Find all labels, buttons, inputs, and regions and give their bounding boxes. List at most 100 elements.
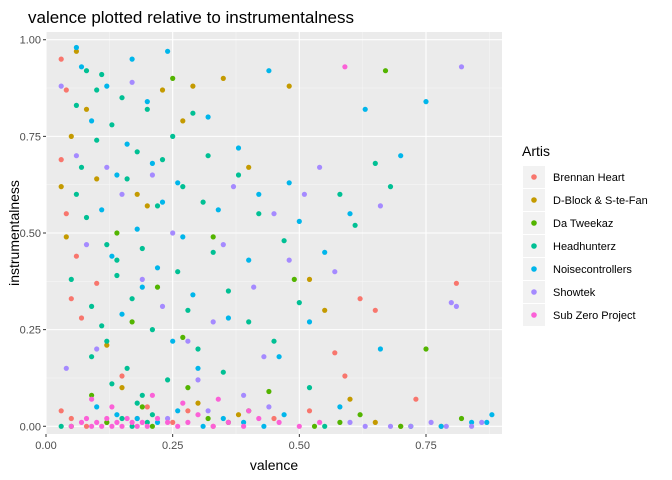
x-tick-label: 0.50 xyxy=(289,440,310,452)
data-point xyxy=(154,203,161,209)
data-point xyxy=(352,222,358,228)
legend: Artis Brennan Heart D-Block & S-te-Fan Da … xyxy=(522,143,648,326)
y-tick-label: 0.75 xyxy=(20,131,41,143)
data-point xyxy=(276,419,282,425)
data-point xyxy=(149,412,155,418)
data-point xyxy=(104,419,110,425)
data-point xyxy=(129,296,135,302)
data-point xyxy=(453,280,459,286)
data-point xyxy=(205,114,211,120)
data-point xyxy=(165,48,171,54)
data-point xyxy=(205,408,211,414)
legend-title: Artis xyxy=(522,143,550,159)
data-point xyxy=(109,253,115,259)
data-point xyxy=(185,338,191,344)
data-point xyxy=(382,68,389,74)
data-point xyxy=(322,249,328,255)
data-point xyxy=(129,423,135,429)
data-point xyxy=(357,296,363,302)
data-point xyxy=(73,153,79,159)
data-point xyxy=(78,64,85,70)
data-point xyxy=(342,64,348,70)
data-point xyxy=(149,423,155,429)
data-point xyxy=(94,280,100,286)
chart-title: valence plotted relative to instrumental… xyxy=(28,8,354,27)
data-point xyxy=(124,176,130,182)
data-point xyxy=(139,284,145,290)
data-point xyxy=(225,419,231,425)
data-point xyxy=(438,423,444,429)
data-point xyxy=(271,415,277,422)
data-points xyxy=(58,44,495,429)
data-point xyxy=(332,350,338,356)
data-point xyxy=(458,415,465,422)
data-point xyxy=(175,180,181,186)
data-point xyxy=(398,153,404,159)
data-point xyxy=(337,419,343,425)
data-point xyxy=(99,71,105,78)
data-point xyxy=(68,133,74,139)
data-point xyxy=(246,408,252,414)
data-point xyxy=(190,83,196,89)
data-point xyxy=(175,408,181,414)
data-point xyxy=(296,300,302,306)
data-point xyxy=(94,137,100,143)
legend-marker xyxy=(531,289,537,295)
data-point xyxy=(306,276,313,282)
data-point xyxy=(225,288,231,294)
data-point xyxy=(357,412,363,418)
data-point xyxy=(68,423,74,429)
data-point xyxy=(109,404,115,410)
data-point xyxy=(114,272,120,279)
data-point xyxy=(215,396,221,402)
data-point xyxy=(83,423,90,429)
data-point xyxy=(301,191,307,197)
data-point xyxy=(144,106,150,112)
data-point xyxy=(159,157,166,163)
legend-marker xyxy=(531,174,537,180)
data-point xyxy=(94,404,100,410)
data-point xyxy=(225,315,231,321)
data-point xyxy=(423,99,429,105)
data-point xyxy=(139,419,145,425)
data-point xyxy=(68,415,74,422)
data-point xyxy=(180,234,186,240)
data-point xyxy=(149,160,155,166)
data-point xyxy=(362,423,368,429)
data-point xyxy=(109,423,115,429)
data-point xyxy=(149,392,155,398)
data-point xyxy=(251,284,257,290)
data-point xyxy=(68,276,74,282)
data-point xyxy=(210,249,216,255)
data-point xyxy=(479,419,485,425)
legend-label: Sub Zero Project xyxy=(553,310,636,322)
data-point xyxy=(235,172,242,178)
data-point xyxy=(342,373,348,379)
data-point xyxy=(170,133,176,139)
data-point xyxy=(165,377,171,383)
data-point xyxy=(322,423,328,429)
data-point xyxy=(230,184,237,190)
legend-marker xyxy=(531,312,537,318)
data-point xyxy=(453,303,459,309)
data-point xyxy=(286,257,292,263)
data-point xyxy=(144,404,150,410)
data-point xyxy=(195,365,201,371)
data-point xyxy=(306,319,313,325)
data-point xyxy=(73,253,79,259)
data-point xyxy=(377,346,383,352)
data-point xyxy=(89,392,95,398)
data-point xyxy=(78,164,85,170)
data-point xyxy=(195,412,201,418)
data-point xyxy=(78,315,85,321)
data-point xyxy=(119,423,125,429)
data-point xyxy=(104,338,110,344)
legend-label: Da Tweekaz xyxy=(553,218,613,230)
data-point xyxy=(372,160,378,166)
y-tick-label: 1.00 xyxy=(20,35,41,47)
data-point xyxy=(89,354,95,360)
data-point xyxy=(129,419,135,425)
data-point xyxy=(124,365,130,371)
data-point xyxy=(489,412,495,418)
data-point xyxy=(83,214,90,221)
